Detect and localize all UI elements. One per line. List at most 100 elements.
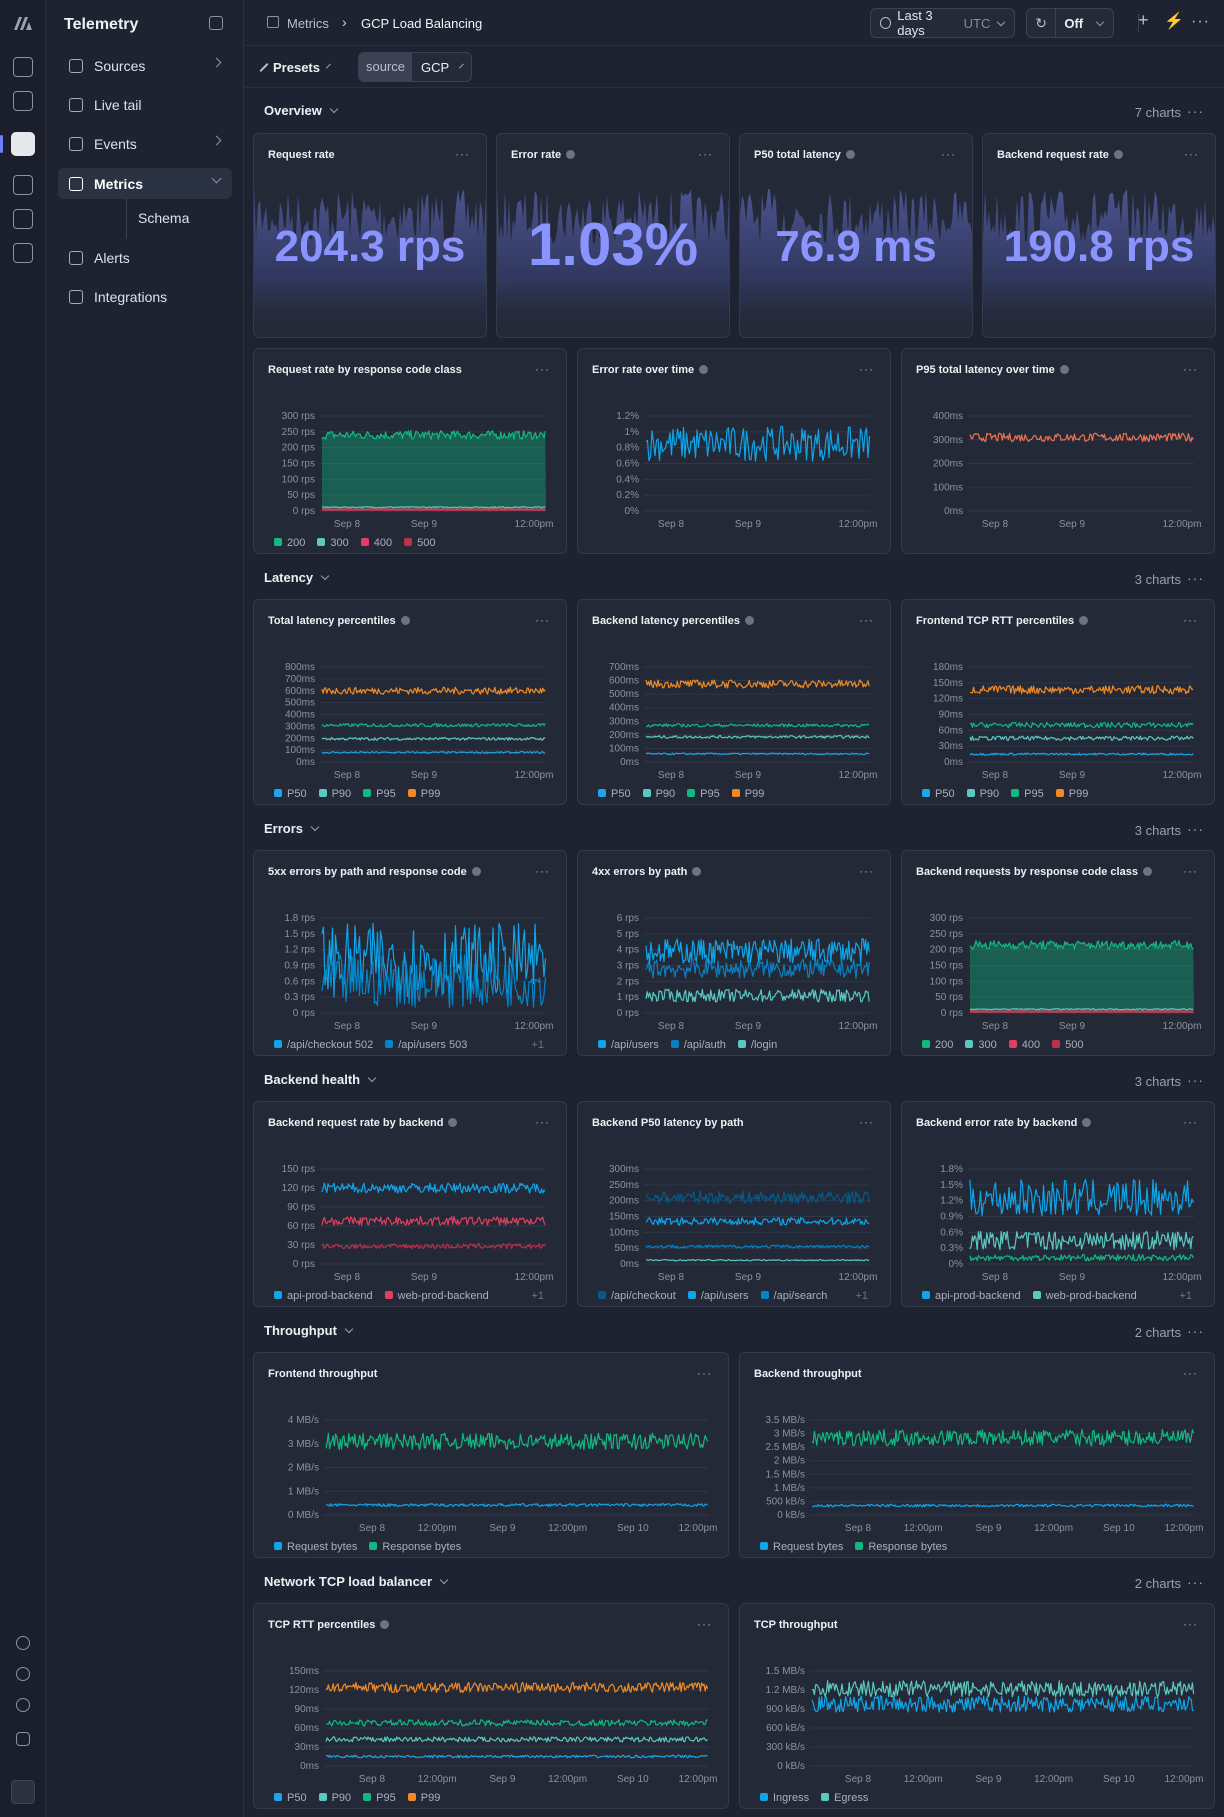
legend-item[interactable]: P90: [318, 788, 351, 800]
card-menu-icon[interactable]: ···: [535, 362, 550, 376]
legend-item[interactable]: api-prod-backend: [274, 1290, 373, 1302]
section-menu-icon[interactable]: ···: [1187, 570, 1204, 586]
legend-item[interactable]: P95: [1011, 788, 1044, 800]
card-menu-icon[interactable]: ···: [1183, 864, 1198, 878]
legend-item[interactable]: P50: [598, 788, 631, 800]
sidebar-item-schema[interactable]: Schema: [138, 210, 190, 226]
chat-icon[interactable]: [16, 1667, 30, 1681]
bell-icon[interactable]: [16, 1636, 30, 1650]
legend-item[interactable]: P99: [731, 788, 764, 800]
legend-item[interactable]: /api/auth: [670, 1039, 726, 1051]
info-icon[interactable]: [1082, 1118, 1092, 1127]
card-menu-icon[interactable]: ···: [535, 613, 550, 627]
add-icon[interactable]: +: [1138, 10, 1149, 30]
card-menu-icon[interactable]: ···: [1183, 1366, 1198, 1380]
info-icon[interactable]: [1142, 867, 1152, 876]
legend-item[interactable]: P99: [407, 788, 440, 800]
sidebar-item-alerts[interactable]: Alerts: [58, 242, 232, 273]
legend-item[interactable]: P50: [922, 788, 955, 800]
legend-item[interactable]: Egress: [821, 1792, 868, 1804]
legend-item[interactable]: P99: [1055, 788, 1088, 800]
card-menu-icon[interactable]: ···: [941, 147, 956, 161]
info-icon[interactable]: [566, 150, 576, 159]
card-menu-icon[interactable]: ···: [1183, 613, 1198, 627]
legend-item[interactable]: Response bytes: [369, 1541, 461, 1553]
legend-item[interactable]: 500: [1052, 1039, 1083, 1051]
section-menu-icon[interactable]: ···: [1187, 821, 1204, 837]
source-filter[interactable]: source GCP: [358, 52, 472, 82]
section-header-throughput[interactable]: Throughput: [264, 1323, 354, 1338]
legend-item[interactable]: Response bytes: [855, 1541, 947, 1553]
sun-icon[interactable]: [16, 1698, 30, 1712]
legend-item[interactable]: Request bytes: [760, 1541, 843, 1553]
info-icon[interactable]: [1079, 616, 1089, 625]
section-header-latency[interactable]: Latency: [264, 570, 330, 585]
info-icon[interactable]: [692, 867, 702, 876]
info-icon[interactable]: [845, 150, 855, 159]
legend-item[interactable]: /api/checkout: [598, 1290, 676, 1302]
legend-item[interactable]: P95: [363, 1792, 396, 1804]
info-icon[interactable]: [400, 616, 410, 625]
refresh-icon[interactable]: ↻: [1027, 9, 1057, 37]
legend-item[interactable]: /api/users: [598, 1039, 659, 1051]
alert-rail-icon[interactable]: [13, 175, 33, 195]
card-menu-icon[interactable]: ···: [859, 864, 874, 878]
legend-item[interactable]: web-prod-backend: [384, 1290, 489, 1302]
sidebar-item-integrations[interactable]: Integrations: [58, 281, 232, 312]
legend-more[interactable]: +1: [1179, 1290, 1192, 1302]
info-icon[interactable]: [1113, 150, 1123, 159]
legend-item[interactable]: P95: [363, 788, 396, 800]
legend-item[interactable]: P90: [642, 788, 675, 800]
info-icon[interactable]: [448, 1118, 458, 1127]
legend-item[interactable]: 200: [922, 1039, 953, 1051]
org-avatar[interactable]: [11, 1780, 35, 1804]
collapse-sidebar-icon[interactable]: [209, 16, 223, 30]
section-header-overview[interactable]: Overview: [264, 103, 339, 118]
sidebar-item-sources[interactable]: Sources: [58, 50, 232, 81]
legend-item[interactable]: api-prod-backend: [922, 1290, 1021, 1302]
card-menu-icon[interactable]: ···: [698, 147, 713, 161]
legend-item[interactable]: P99: [407, 1792, 440, 1804]
legend-item[interactable]: P90: [318, 1792, 351, 1804]
legend-more[interactable]: +1: [531, 1290, 544, 1302]
section-header-backend-health[interactable]: Backend health: [264, 1072, 377, 1087]
card-menu-icon[interactable]: ···: [859, 613, 874, 627]
legend-item[interactable]: /api/search: [760, 1290, 827, 1302]
refresh-control[interactable]: ↻ Off: [1026, 8, 1114, 38]
legend-item[interactable]: 300: [965, 1039, 997, 1051]
legend-item[interactable]: web-prod-backend: [1032, 1290, 1137, 1302]
legend-item[interactable]: P95: [687, 788, 720, 800]
card-menu-icon[interactable]: ···: [535, 1115, 550, 1129]
legend-item[interactable]: /api/users 503: [385, 1039, 467, 1051]
card-menu-icon[interactable]: ···: [535, 864, 550, 878]
info-icon[interactable]: [699, 365, 709, 374]
legend-item[interactable]: 500: [404, 537, 435, 549]
more-icon[interactable]: ···: [1191, 13, 1210, 30]
presets-dropdown[interactable]: Presets: [259, 52, 339, 82]
section-header-network-tcp-load-balancer[interactable]: Network TCP load balancer: [264, 1574, 449, 1589]
legend-item[interactable]: 400: [360, 537, 392, 549]
legend-item[interactable]: /api/checkout 502: [274, 1039, 373, 1051]
sidebar-item-metrics[interactable]: Metrics: [58, 168, 232, 199]
card-menu-icon[interactable]: ···: [859, 362, 874, 376]
card-menu-icon[interactable]: ···: [697, 1366, 712, 1380]
legend-item[interactable]: P90: [966, 788, 999, 800]
legend-item[interactable]: 400: [1008, 1039, 1040, 1051]
legend-item[interactable]: P50: [274, 788, 307, 800]
sidebar-item-events[interactable]: Events: [58, 128, 232, 159]
section-menu-icon[interactable]: ···: [1187, 1323, 1204, 1339]
info-icon[interactable]: [744, 616, 754, 625]
sidebar-item-live-tail[interactable]: Live tail: [58, 89, 232, 120]
card-menu-icon[interactable]: ···: [859, 1115, 874, 1129]
add-panel-icon[interactable]: [13, 57, 33, 77]
section-menu-icon[interactable]: ···: [1187, 103, 1204, 119]
legend-item[interactable]: 200: [274, 537, 305, 549]
time-range-picker[interactable]: Last 3 days UTC: [870, 8, 1015, 38]
activity-icon[interactable]: [13, 91, 33, 111]
metrics-rail-icon[interactable]: [11, 132, 35, 156]
section-menu-icon[interactable]: ···: [1187, 1072, 1204, 1088]
legend-item[interactable]: P50: [274, 1792, 307, 1804]
legend-item[interactable]: /login: [737, 1039, 777, 1051]
section-header-errors[interactable]: Errors: [264, 821, 320, 836]
card-menu-icon[interactable]: ···: [1183, 1617, 1198, 1631]
